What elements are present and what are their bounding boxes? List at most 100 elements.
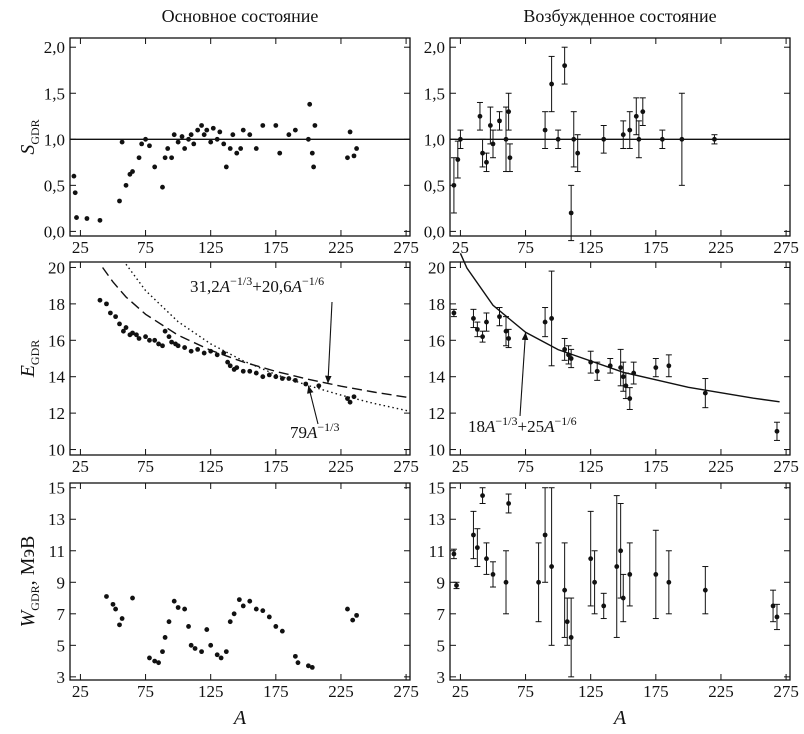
text-part: +20,6 — [252, 277, 291, 296]
x-tick-label: 275 — [393, 238, 419, 257]
text-part: E — [17, 365, 39, 378]
data-point — [774, 428, 780, 434]
data-point — [162, 635, 168, 640]
x-tick-label: 75 — [517, 457, 534, 476]
x-axis-label: A — [612, 707, 627, 729]
data-point — [240, 368, 246, 374]
data-point — [199, 123, 204, 128]
x-tick-label: 25 — [72, 238, 89, 257]
y-tick-label: 10 — [428, 441, 445, 460]
data-point — [454, 583, 459, 588]
data-point — [455, 157, 461, 162]
y-tick-label: 0,5 — [44, 176, 65, 195]
text-part: −1/3 — [495, 414, 517, 428]
text-part: A — [484, 417, 496, 436]
data-point — [295, 660, 301, 666]
data-point — [601, 136, 607, 142]
x-tick-label: 275 — [393, 457, 419, 476]
data-point — [484, 159, 489, 165]
text-part: GDR — [28, 340, 42, 365]
data-point — [104, 301, 109, 307]
data-point — [166, 619, 172, 625]
data-point — [588, 359, 594, 365]
data-point — [260, 374, 266, 380]
x-tick-label: 125 — [198, 238, 224, 257]
data-point — [631, 370, 637, 376]
data-point — [286, 376, 292, 381]
data-point — [536, 579, 541, 585]
data-point — [227, 146, 233, 151]
data-point — [119, 139, 125, 145]
data-point — [620, 595, 626, 601]
data-point — [152, 164, 158, 170]
x-tick-label: 25 — [72, 682, 89, 701]
y-tick-label: 13 — [48, 510, 65, 529]
data-point — [620, 374, 626, 380]
x-tick-label: 125 — [198, 457, 224, 476]
y-tick-label: 12 — [48, 404, 65, 423]
data-point — [480, 150, 485, 156]
data-point — [191, 141, 197, 147]
data-point — [169, 339, 175, 345]
data-point — [186, 136, 191, 142]
y-axis-label: SGDR — [17, 119, 42, 154]
data-point — [130, 595, 135, 601]
data-point — [506, 109, 512, 115]
data-point — [188, 132, 194, 138]
data-point — [156, 341, 161, 347]
data-point — [774, 614, 780, 620]
data-point — [223, 164, 229, 170]
data-point — [208, 642, 214, 648]
data-point — [208, 139, 214, 145]
data-point — [227, 619, 233, 625]
plot-frame — [69, 37, 411, 237]
data-point — [171, 598, 177, 604]
data-point — [555, 136, 561, 142]
data-point — [130, 169, 135, 174]
x-tick-label: 125 — [578, 238, 604, 257]
data-point — [568, 356, 574, 361]
data-point — [162, 155, 168, 161]
data-point — [350, 617, 356, 623]
data-point — [143, 136, 148, 142]
text-part: A — [219, 277, 231, 296]
data-point — [549, 316, 555, 321]
data-point — [702, 587, 708, 593]
data-point — [571, 136, 577, 142]
data-point — [562, 63, 568, 69]
y-tick-label: 16 — [428, 331, 445, 350]
data-point — [477, 113, 483, 119]
data-point — [234, 365, 240, 371]
data-point — [588, 556, 594, 562]
plot-frame — [69, 482, 411, 681]
x-tick-label: 275 — [393, 682, 419, 701]
data-point — [309, 150, 315, 156]
data-point — [347, 129, 353, 135]
x-tick-label: 225 — [708, 682, 734, 701]
data-point — [562, 587, 568, 593]
data-point — [633, 113, 639, 119]
data-point — [225, 359, 231, 365]
data-point — [221, 141, 227, 147]
data-point — [542, 127, 548, 133]
data-point — [139, 141, 145, 147]
annotation-arrow — [307, 385, 319, 425]
data-point — [679, 136, 685, 142]
y-tick-label: 1,0 — [424, 130, 445, 149]
data-point — [484, 556, 489, 562]
text-part: A — [306, 423, 318, 442]
data-point — [279, 628, 285, 634]
y-tick-label: 20 — [428, 258, 445, 277]
data-point — [607, 363, 613, 369]
data-point — [210, 125, 216, 131]
data-point — [506, 501, 512, 506]
data-point — [311, 164, 317, 170]
data-point — [119, 616, 125, 621]
data-point — [497, 314, 502, 320]
text-part: −1/6 — [554, 414, 576, 428]
data-point — [347, 399, 353, 405]
data-point — [97, 217, 103, 223]
text-part: −1/3 — [230, 274, 252, 288]
fit-curve — [102, 267, 411, 399]
